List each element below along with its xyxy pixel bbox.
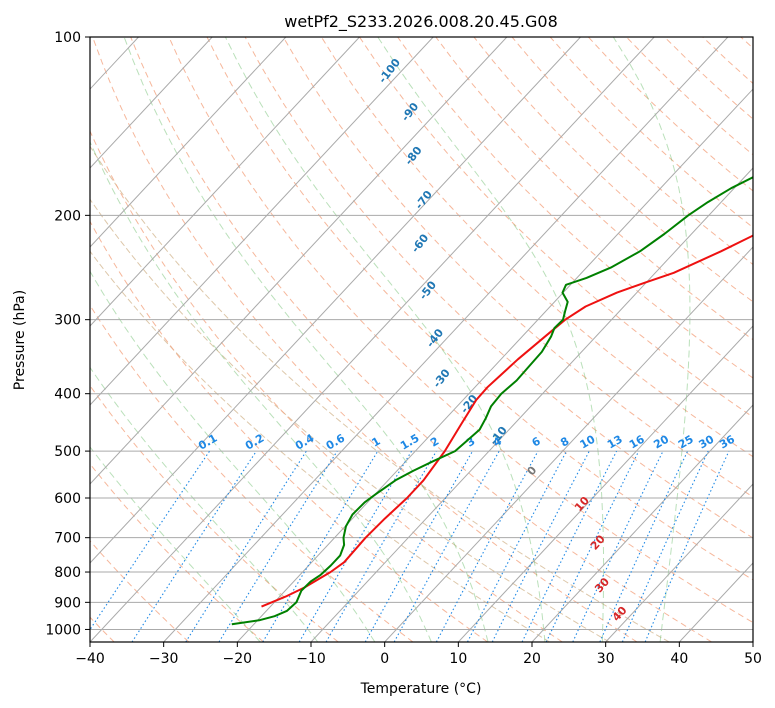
theta-e-line	[90, 145, 670, 642]
dry-adiabat	[90, 129, 563, 642]
moist-adiabat	[123, 37, 489, 642]
mixing-ratio-line	[131, 450, 257, 642]
x-tick-label: 40	[670, 651, 688, 667]
moist-adiabat	[224, 37, 546, 642]
moist-adiabat	[90, 140, 432, 642]
isotherm	[90, 37, 213, 169]
isotherm	[384, 246, 753, 642]
y-tick-label: 500	[54, 444, 81, 460]
y-axis-label: Pressure (hPa)	[12, 290, 28, 390]
x-tick-label: −30	[149, 651, 179, 667]
isotherm	[90, 37, 581, 564]
y-axis-ticks: 1000 900 800 700 600 500 400 300 200 100	[45, 30, 90, 638]
moist-adiabat	[377, 37, 605, 642]
mixing-ratio-line	[364, 450, 474, 642]
y-tick-label: 600	[54, 491, 81, 507]
x-tick-label: 0	[380, 651, 389, 667]
isobars	[90, 37, 753, 630]
isotherm	[457, 325, 753, 642]
dry-adiabat	[206, 37, 753, 581]
chart-title: wetPf2_S233.2026.008.20.45.G08	[284, 12, 558, 32]
moist-adiabat	[90, 270, 376, 642]
isotherm	[90, 37, 434, 406]
x-tick-label: 10	[449, 651, 467, 667]
mixing-ratio-line	[621, 450, 709, 642]
theta-e-line	[90, 250, 550, 642]
plot-frame	[89, 36, 754, 643]
mixing-ratio-line	[644, 450, 730, 642]
x-tick-label: 20	[523, 651, 541, 667]
mixing-ratio-line	[262, 450, 379, 642]
x-tick-label: 50	[744, 651, 762, 667]
mixing-ratio-line	[90, 450, 211, 631]
x-tick-label: −10	[296, 651, 326, 667]
mixing-ratio-line	[491, 450, 590, 642]
mixing-ratio-line	[521, 450, 618, 642]
dry-adiabat	[282, 37, 753, 498]
isotherms	[90, 37, 753, 642]
x-axis-label: Temperature (°C)	[360, 681, 482, 697]
mixing-ratio-line	[185, 450, 307, 642]
y-tick-label: 400	[54, 387, 81, 403]
y-tick-label: 1000	[45, 622, 81, 638]
theta-e-line	[90, 198, 610, 642]
y-tick-label: 800	[54, 565, 81, 581]
isotherm	[90, 37, 360, 327]
dry-adiabat	[130, 37, 712, 642]
y-tick-label: 900	[54, 595, 81, 611]
y-tick-label: 100	[54, 30, 81, 46]
mixing-ratio-line	[435, 450, 539, 642]
x-tick-label: −40	[75, 651, 105, 667]
plot-area: 0.1 0.2 0.4 0.6 1 1.5 2 3 4 6 8 10 13 16 20 25 30 36 -100…	[90, 37, 753, 642]
isotherm	[163, 37, 729, 642]
x-tick-label: 30	[597, 651, 615, 667]
isotherm	[236, 88, 753, 642]
isotherm	[531, 404, 753, 642]
x-tick-label: −20	[223, 651, 253, 667]
y-tick-label: 200	[54, 208, 81, 224]
isotherm	[310, 167, 753, 642]
dry-adiabat	[435, 37, 753, 341]
dry-adiabat	[397, 37, 753, 379]
dry-adiabat	[92, 37, 638, 642]
temperature-profile	[261, 234, 753, 608]
dry-adiabat	[168, 37, 753, 624]
moist-adiabat	[90, 446, 261, 642]
isotherm	[90, 37, 655, 642]
isotherm	[605, 483, 753, 642]
mixing-ratio-lines	[90, 450, 730, 642]
mixing-ratio-line	[393, 450, 500, 642]
y-tick-label: 300	[54, 313, 81, 329]
dry-adiabat	[90, 540, 190, 642]
dry-adiabat	[90, 220, 488, 642]
profile-series	[231, 176, 753, 626]
isotherm	[90, 37, 287, 248]
y-tick-label: 700	[54, 531, 81, 547]
isotherm	[90, 37, 508, 485]
mixing-ratio-line	[218, 450, 338, 642]
x-axis-ticks: −40 −30 −20 −10 0 10 20 30 40 50	[75, 642, 762, 667]
dry-adiabat	[90, 463, 264, 642]
dry-adiabat	[244, 37, 753, 539]
moist-adiabat	[612, 37, 691, 642]
theta-e-lines	[90, 145, 670, 642]
dewpoint-profile	[231, 176, 753, 626]
moist-adiabats	[90, 37, 691, 642]
dry-adiabat	[473, 37, 753, 303]
